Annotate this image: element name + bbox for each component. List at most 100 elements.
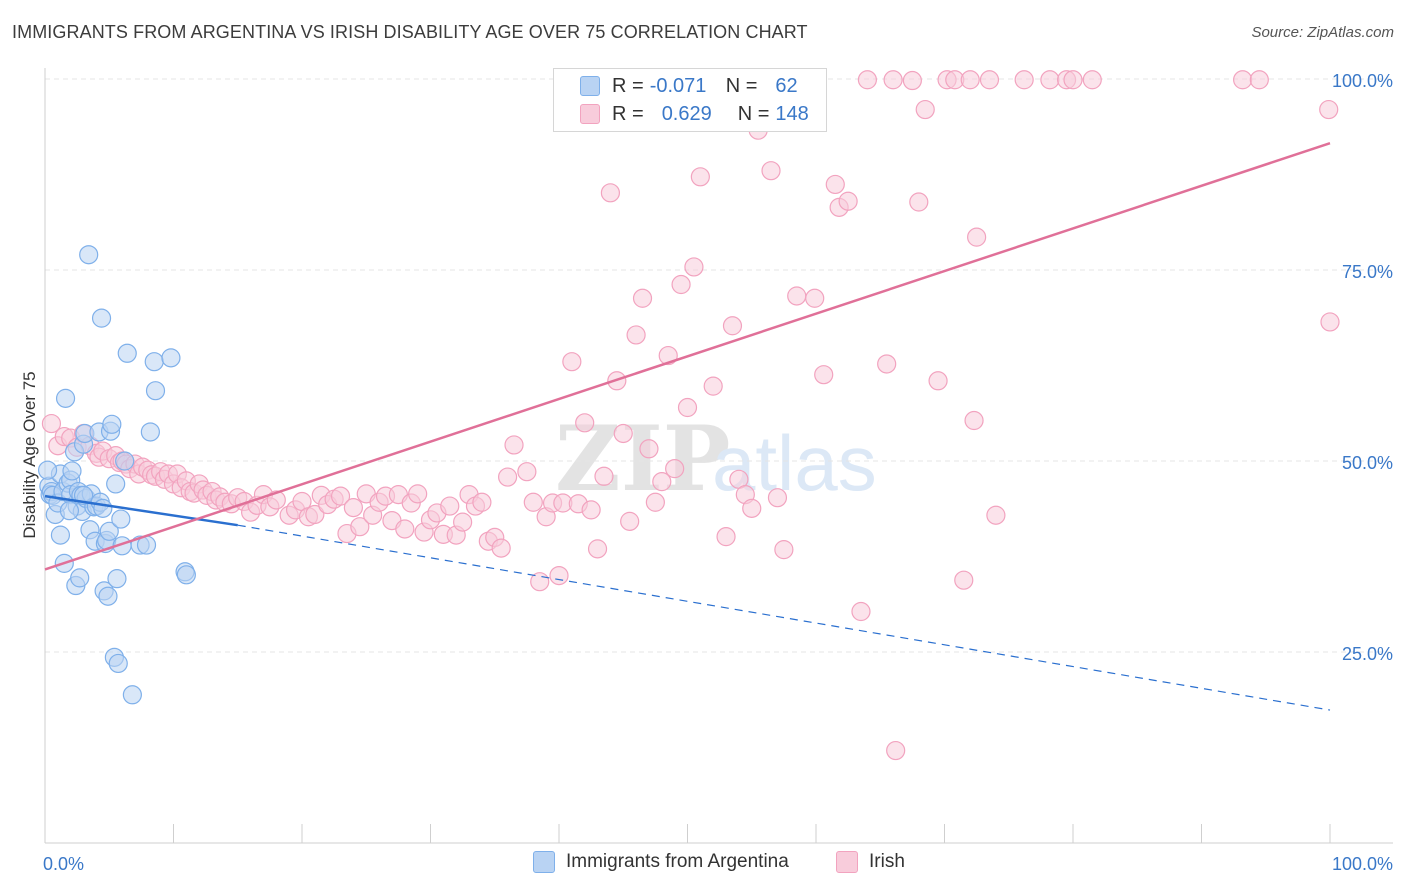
stats-r-label: R =: [612, 74, 644, 97]
point-irish: [472, 492, 492, 512]
trendline-argentina-extended: [237, 524, 1331, 711]
trendline-argentina: [44, 494, 238, 527]
point-irish: [883, 70, 903, 90]
point-argentina: [176, 565, 196, 585]
point-irish: [517, 462, 537, 482]
point-irish: [805, 288, 825, 308]
y-tick-label: 100.0%: [1332, 71, 1393, 91]
point-argentina: [98, 586, 118, 606]
point-irish: [909, 192, 929, 212]
stats-swatch-argentina: [580, 76, 600, 96]
point-irish: [986, 505, 1006, 525]
stats-n-label: N =: [737, 102, 770, 125]
point-irish: [915, 99, 935, 120]
point-irish: [613, 423, 633, 444]
point-argentina: [111, 509, 131, 529]
point-irish: [1319, 99, 1339, 120]
point-irish: [523, 492, 543, 512]
point-irish: [440, 496, 460, 516]
chart-title: IMMIGRANTS FROM ARGENTINA VS IRISH DISAB…: [12, 22, 808, 42]
point-irish: [1040, 70, 1060, 90]
point-irish: [838, 191, 858, 211]
stats-r-value: 0.629: [661, 102, 712, 125]
point-irish: [1082, 70, 1102, 90]
point-irish: [677, 397, 698, 418]
point-irish: [350, 517, 370, 537]
point-irish: [851, 601, 871, 622]
point-irish: [967, 227, 987, 247]
point-argentina: [93, 498, 113, 518]
point-irish: [581, 500, 601, 520]
point-irish: [684, 257, 704, 277]
point-argentina: [79, 245, 99, 265]
point-irish: [954, 570, 974, 590]
point-irish: [703, 376, 723, 396]
stats-legend-row-argentina: R = -0.071 N = 62: [554, 72, 798, 100]
point-irish: [716, 527, 736, 547]
point-irish: [639, 439, 659, 459]
legend-item-irish[interactable]: Irish: [836, 851, 905, 873]
point-argentina: [106, 474, 126, 494]
point-irish: [825, 174, 845, 195]
point-irish: [1320, 312, 1340, 332]
y-axis-label: Disability Age Over 75: [20, 371, 39, 538]
point-irish: [690, 167, 710, 187]
point-irish: [408, 484, 428, 504]
point-argentina: [99, 521, 119, 541]
stats-legend: R = -0.071 N = 62 R = 0.629 N = 148: [553, 68, 827, 132]
legend-swatch-argentina: [533, 851, 555, 873]
point-irish: [722, 316, 743, 336]
point-irish: [594, 466, 614, 486]
point-argentina: [145, 381, 166, 401]
point-irish: [902, 70, 922, 91]
trendline-irish: [44, 141, 1331, 571]
point-irish: [960, 70, 980, 90]
stats-n-value: 148: [775, 102, 809, 125]
point-irish: [632, 288, 653, 308]
y-tick-label: 50.0%: [1342, 453, 1393, 473]
point-irish: [761, 161, 781, 181]
series-legend: Immigrants from Argentina Irish: [0, 851, 1406, 879]
point-irish: [343, 498, 363, 518]
point-irish: [620, 511, 640, 531]
point-irish: [774, 540, 794, 560]
stats-r-label: R =: [612, 102, 644, 125]
point-argentina: [59, 501, 80, 521]
point-irish: [498, 467, 518, 487]
point-irish: [886, 740, 906, 761]
point-irish: [1249, 70, 1269, 90]
legend-item-argentina[interactable]: Immigrants from Argentina: [533, 851, 789, 873]
point-irish: [742, 498, 762, 518]
point-irish: [504, 435, 524, 455]
point-argentina: [107, 569, 127, 589]
point-irish: [600, 183, 621, 203]
y-tick-label: 25.0%: [1342, 644, 1393, 664]
point-argentina: [108, 653, 128, 674]
point-irish: [979, 70, 1000, 90]
point-irish: [395, 519, 415, 539]
point-irish: [665, 459, 685, 479]
legend-label-argentina: Immigrants from Argentina: [566, 851, 789, 872]
point-irish: [928, 371, 948, 391]
point-argentina: [161, 348, 181, 368]
point-argentina: [117, 343, 137, 363]
stats-r-value: -0.071: [649, 74, 707, 97]
point-argentina: [140, 422, 160, 442]
point-irish: [1233, 70, 1253, 90]
point-irish: [453, 512, 473, 532]
stats-n-label: N =: [725, 74, 758, 97]
point-argentina: [50, 525, 71, 545]
x-tick-label: 0.0%: [43, 854, 84, 874]
y-tick-label: 75.0%: [1342, 262, 1393, 282]
stats-swatch-irish: [580, 104, 600, 124]
point-argentina: [70, 568, 90, 588]
point-irish: [587, 539, 608, 559]
point-argentina: [91, 308, 112, 328]
point-irish: [562, 352, 582, 372]
point-irish: [626, 325, 646, 345]
stats-legend-row-irish: R = 0.629 N = 148: [554, 100, 809, 128]
point-irish: [330, 486, 351, 506]
point-argentina: [55, 388, 76, 408]
point-irish: [857, 70, 878, 90]
point-irish: [1014, 70, 1034, 90]
